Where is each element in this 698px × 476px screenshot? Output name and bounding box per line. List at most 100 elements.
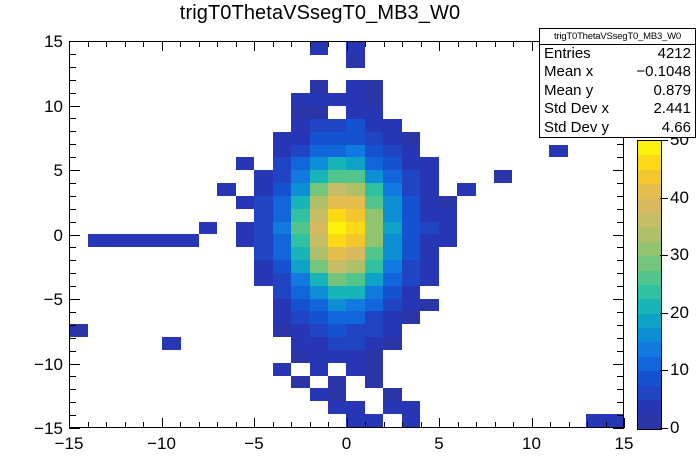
x-axis-minor-tick bbox=[495, 422, 496, 428]
histogram-bin bbox=[512, 285, 531, 299]
x-axis-minor-tick-top bbox=[291, 41, 292, 47]
histogram-bin bbox=[567, 170, 587, 184]
histogram-bin bbox=[235, 67, 255, 81]
histogram-bin bbox=[604, 375, 623, 389]
histogram-bin bbox=[364, 401, 384, 415]
histogram-bin bbox=[549, 349, 568, 363]
histogram-bin bbox=[125, 221, 144, 235]
y-axis-major-tick bbox=[69, 170, 80, 171]
histogram-bin bbox=[420, 183, 439, 196]
histogram-bin bbox=[143, 285, 163, 299]
histogram-bin bbox=[70, 54, 89, 68]
histogram-bin bbox=[143, 42, 163, 55]
histogram-bin bbox=[383, 349, 402, 363]
histogram-bin bbox=[106, 375, 126, 389]
y-axis-minor-tick-right bbox=[617, 183, 624, 184]
histogram-bin bbox=[199, 42, 218, 55]
histogram-bin bbox=[162, 311, 181, 325]
histogram-bin bbox=[143, 67, 163, 81]
y-axis-minor-tick-right bbox=[617, 196, 624, 197]
histogram-bin bbox=[199, 349, 218, 363]
histogram-bin bbox=[549, 285, 568, 299]
color-scale-segment bbox=[638, 328, 661, 343]
x-axis-minor-tick bbox=[550, 422, 551, 428]
histogram-bin bbox=[457, 42, 476, 55]
histogram-bin bbox=[254, 362, 273, 376]
histogram-bin bbox=[438, 131, 458, 145]
histogram-bin bbox=[328, 401, 347, 415]
x-axis-minor-tick bbox=[217, 422, 218, 428]
y-axis-minor-tick bbox=[69, 415, 76, 416]
histogram-bin bbox=[438, 221, 458, 235]
histogram-bin bbox=[291, 118, 310, 132]
histogram-bin bbox=[309, 170, 329, 184]
histogram-bin bbox=[254, 118, 273, 132]
histogram-bin bbox=[493, 106, 513, 119]
histogram-bin bbox=[604, 414, 623, 427]
histogram-bin bbox=[364, 388, 384, 402]
y-axis-minor-tick bbox=[69, 273, 76, 274]
histogram-bin bbox=[309, 221, 329, 235]
histogram-bin bbox=[475, 247, 494, 261]
histogram-bin bbox=[254, 375, 273, 389]
histogram-bin bbox=[272, 170, 292, 184]
histogram-bin bbox=[457, 298, 476, 312]
histogram-bin bbox=[475, 80, 494, 94]
histogram-bin bbox=[364, 195, 384, 209]
histogram-bin bbox=[549, 221, 568, 235]
histogram-bin bbox=[493, 183, 513, 196]
histogram-bin bbox=[383, 311, 402, 325]
histogram-bin bbox=[180, 324, 200, 338]
histogram-bin bbox=[217, 208, 236, 222]
histogram-bin bbox=[88, 170, 107, 184]
x-axis-major-tick-top bbox=[532, 41, 533, 51]
histogram-bin bbox=[364, 118, 384, 132]
histogram-bin bbox=[438, 234, 458, 248]
color-scale-segment bbox=[638, 385, 661, 401]
histogram-bin bbox=[457, 93, 476, 107]
histogram-bin bbox=[383, 285, 402, 299]
histogram-bin bbox=[235, 401, 255, 415]
y-axis-minor-tick bbox=[69, 183, 76, 184]
histogram-bin bbox=[328, 221, 347, 235]
histogram-bin bbox=[235, 42, 255, 55]
histogram-bin bbox=[217, 157, 236, 171]
color-scale-tick-label: 20 bbox=[670, 302, 689, 322]
histogram-bin bbox=[328, 157, 347, 171]
y-axis-minor-tick-right bbox=[617, 376, 624, 377]
histogram-bin bbox=[199, 337, 218, 350]
histogram-bin bbox=[70, 285, 89, 299]
histogram-bin bbox=[383, 106, 402, 119]
histogram-bin bbox=[383, 208, 402, 222]
x-axis-minor-tick-top bbox=[365, 41, 366, 47]
x-axis-minor-tick bbox=[513, 422, 514, 428]
histogram-bin bbox=[272, 42, 292, 55]
color-scale-segment bbox=[638, 155, 661, 170]
histogram-bin bbox=[70, 183, 89, 196]
y-axis-minor-tick bbox=[69, 209, 76, 210]
histogram-bin bbox=[70, 414, 89, 427]
color-scale-segment bbox=[638, 169, 661, 185]
histogram-bin bbox=[125, 42, 144, 55]
histogram-bin bbox=[235, 208, 255, 222]
histogram-bin bbox=[309, 247, 329, 261]
histogram-bin bbox=[125, 195, 144, 209]
histogram-bin bbox=[475, 401, 494, 415]
histogram-bin bbox=[291, 106, 310, 119]
y-axis-tick-label: −15 bbox=[34, 419, 63, 438]
histogram-bin bbox=[162, 388, 181, 402]
y-axis-minor-tick-right bbox=[617, 338, 624, 339]
histogram-bin bbox=[530, 260, 550, 273]
x-axis-minor-tick-top bbox=[421, 41, 422, 47]
histogram-bin bbox=[199, 221, 218, 235]
histogram-bin bbox=[457, 414, 476, 427]
x-axis-minor-tick bbox=[587, 422, 588, 428]
histogram-bin bbox=[328, 93, 347, 107]
histogram-bin bbox=[217, 285, 236, 299]
histogram-bin bbox=[493, 170, 513, 184]
x-axis-minor-tick bbox=[180, 422, 181, 428]
histogram-bin bbox=[180, 349, 200, 363]
histogram-bin bbox=[88, 221, 107, 235]
histogram-bin bbox=[493, 157, 513, 171]
histogram-bin bbox=[70, 208, 89, 222]
